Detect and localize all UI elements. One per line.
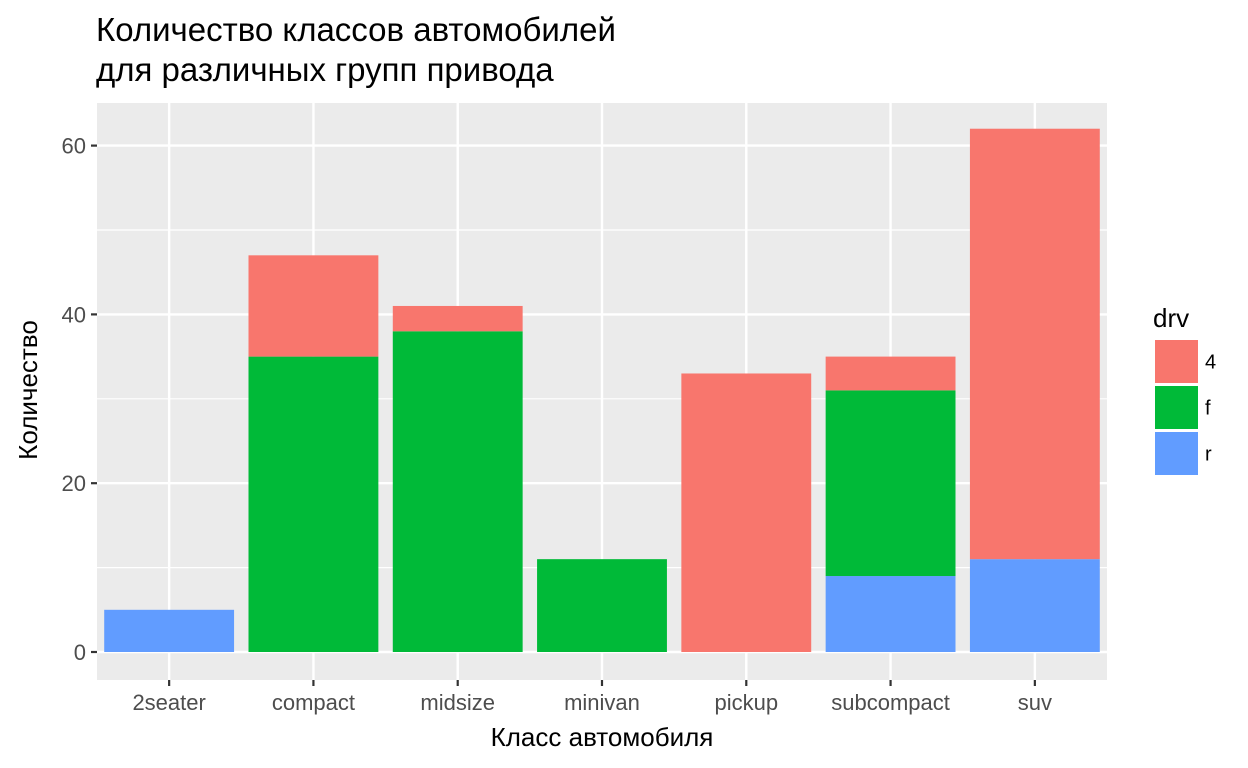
x-tick-label-suv: suv [1018, 690, 1052, 715]
bar-compact-4 [248, 255, 379, 357]
legend-title: drv [1153, 303, 1189, 333]
y-axis-title: Количество [13, 320, 43, 460]
y-tick-label: 0 [74, 640, 86, 665]
legend-key-r [1155, 432, 1198, 475]
x-axis: 2seater compact midsize minivan pickup subcom… [132, 680, 1052, 715]
bar-suv-r [969, 559, 1100, 652]
bar-midsize-f [392, 331, 523, 652]
bar-midsize-4 [392, 305, 523, 332]
x-tick-label-2seater: 2seater [132, 690, 205, 715]
legend-label-f: f [1205, 398, 1211, 420]
x-tick-label-compact: compact [272, 690, 355, 715]
x-tick-label-subcompact: subcompact [831, 690, 950, 715]
legend-key-f [1155, 386, 1198, 429]
bar-2seater-r [104, 609, 235, 652]
chart-title-line-1: Количество классов автомобилей [96, 11, 616, 48]
legend-label-r: r [1205, 444, 1212, 466]
y-tick-label: 20 [62, 471, 86, 496]
legend-label-4: 4 [1205, 352, 1216, 374]
bar-subcompact-f [825, 390, 956, 577]
bar-minivan-f [537, 559, 667, 652]
x-tick-label-minivan: minivan [564, 690, 640, 715]
bar-subcompact-4 [825, 356, 956, 391]
x-tick-label-midsize: midsize [420, 690, 495, 715]
bar-subcompact-r [825, 576, 956, 652]
legend-key-4 [1155, 340, 1198, 383]
y-axis: 0 20 40 60 [62, 134, 97, 665]
x-tick-label-pickup: pickup [714, 690, 778, 715]
legend: drv 4 f r [1153, 303, 1216, 475]
y-tick-label: 60 [62, 134, 86, 159]
chart-title-line-2: для различных групп привода [96, 51, 554, 88]
bar-pickup-4 [681, 373, 812, 652]
bar-suv-4 [969, 128, 1100, 560]
y-tick-label: 40 [62, 302, 86, 327]
bar-compact-f [248, 356, 379, 652]
bars-group [104, 128, 1100, 652]
x-axis-title: Класс автомобиля [491, 722, 714, 752]
